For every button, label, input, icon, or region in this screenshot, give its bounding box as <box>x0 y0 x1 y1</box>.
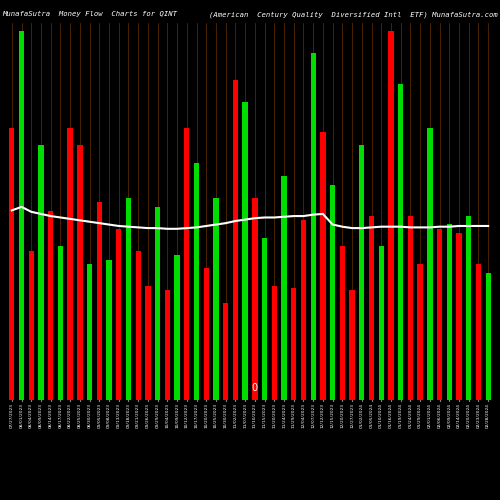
Bar <box>204 268 209 400</box>
Bar <box>68 128 73 400</box>
Bar <box>164 290 170 400</box>
Bar <box>19 32 24 400</box>
Bar <box>418 264 423 400</box>
Bar <box>58 246 63 400</box>
Bar <box>398 84 404 400</box>
Bar <box>38 146 44 400</box>
Bar <box>28 251 34 400</box>
Bar <box>272 286 277 400</box>
Bar <box>155 207 160 400</box>
Bar <box>184 128 190 400</box>
Bar <box>174 255 180 400</box>
Bar <box>291 288 296 400</box>
Bar <box>145 286 150 400</box>
Bar <box>282 176 286 400</box>
Bar <box>378 246 384 400</box>
Text: (American  Century Quality  Diversified Intl  ETF) MunafaSutra.com: (American Century Quality Diversified In… <box>209 11 498 18</box>
Bar <box>106 260 112 400</box>
Text: MunafaSutra  Money Flow  Charts for QINT: MunafaSutra Money Flow Charts for QINT <box>2 11 178 17</box>
Bar <box>252 198 258 400</box>
Bar <box>320 132 326 400</box>
Bar <box>369 216 374 400</box>
Bar <box>486 272 491 400</box>
Bar <box>476 264 481 400</box>
Bar <box>214 198 218 400</box>
Bar <box>446 224 452 400</box>
Bar <box>301 220 306 400</box>
Bar <box>87 264 92 400</box>
Bar <box>388 32 394 400</box>
Bar <box>427 128 432 400</box>
Bar <box>48 211 54 400</box>
Text: 0: 0 <box>252 383 258 393</box>
Bar <box>330 185 336 400</box>
Bar <box>116 229 121 400</box>
Bar <box>340 246 345 400</box>
Bar <box>242 102 248 400</box>
Bar <box>232 80 238 400</box>
Bar <box>77 146 82 400</box>
Bar <box>223 304 228 400</box>
Bar <box>194 163 199 400</box>
Bar <box>408 216 413 400</box>
Bar <box>126 198 131 400</box>
Bar <box>466 216 471 400</box>
Bar <box>136 251 141 400</box>
Bar <box>350 290 355 400</box>
Bar <box>96 202 102 400</box>
Bar <box>456 233 462 400</box>
Bar <box>9 128 15 400</box>
Bar <box>262 238 268 400</box>
Bar <box>437 229 442 400</box>
Bar <box>310 53 316 400</box>
Bar <box>359 146 364 400</box>
